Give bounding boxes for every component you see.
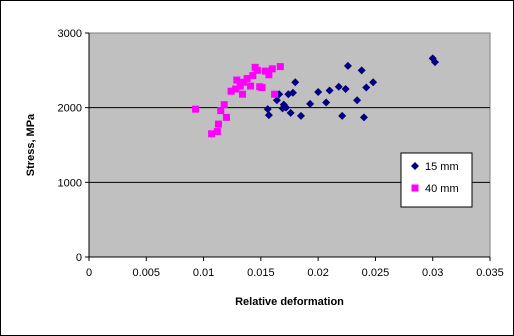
data-point [282, 103, 291, 112]
data-point [217, 107, 225, 115]
data-points [192, 54, 440, 138]
data-point [253, 66, 261, 74]
data-point [325, 86, 334, 95]
data-point [357, 66, 366, 75]
legend-label: 15 mm [425, 161, 459, 173]
data-point [247, 82, 255, 90]
data-point [334, 82, 343, 91]
data-point [214, 120, 222, 128]
legend-label: 40 mm [425, 183, 459, 195]
axes [85, 32, 491, 261]
x-tick-label: 0.025 [362, 267, 390, 279]
data-point [431, 58, 440, 67]
x-axis-title: Relative deformation [235, 296, 344, 308]
legend-marker [411, 184, 419, 192]
plot-area [88, 32, 491, 258]
x-tick-label: 0.015 [247, 267, 275, 279]
data-point [232, 85, 240, 93]
data-point [296, 111, 305, 120]
data-point [272, 96, 281, 105]
data-point [222, 113, 230, 121]
data-point [240, 78, 248, 86]
legend-box [400, 152, 473, 208]
x-tick-label: 0.02 [307, 267, 328, 279]
data-point [213, 128, 221, 136]
data-point [233, 76, 241, 84]
data-point [236, 82, 244, 90]
data-point [249, 72, 257, 80]
data-point [322, 98, 331, 107]
data-point [243, 75, 251, 83]
data-point [276, 63, 284, 71]
data-point [239, 90, 247, 98]
data-point [265, 71, 273, 79]
data-point [271, 90, 279, 98]
x-tick-label: 0.005 [133, 267, 161, 279]
data-point [343, 61, 352, 70]
data-point [359, 113, 368, 122]
data-point [264, 111, 273, 120]
data-point [306, 99, 315, 108]
series-0 [263, 54, 440, 122]
data-point [286, 108, 295, 117]
data-point [268, 65, 276, 73]
data-point [353, 96, 362, 105]
y-tick-label: 0 [76, 252, 82, 264]
legend-marker [411, 162, 419, 170]
data-point [338, 111, 347, 120]
data-point [288, 88, 297, 97]
y-tick-label: 3000 [58, 28, 82, 40]
data-point [192, 105, 200, 113]
data-point [227, 87, 235, 95]
x-tick-label: 0.01 [193, 267, 214, 279]
data-point [341, 85, 350, 93]
data-point [362, 83, 371, 92]
y-tick-label: 2000 [58, 103, 82, 115]
x-tick-label: 0.035 [476, 267, 504, 279]
data-point [220, 101, 228, 109]
data-point [314, 87, 323, 96]
data-point [263, 105, 272, 114]
data-point [261, 67, 269, 75]
data-point [258, 84, 266, 92]
data-point [291, 78, 300, 87]
series-1 [192, 63, 284, 138]
data-point [369, 78, 378, 87]
x-tick-label: 0 [86, 267, 92, 279]
data-point [208, 130, 216, 138]
y-axis-title: Stress, MPa [25, 113, 37, 176]
x-tick-label: 0.03 [422, 267, 443, 279]
legend: 15 mm 40 mm [400, 152, 473, 208]
y-tick-label: 1000 [58, 177, 82, 189]
tick-labels: 0 1000 2000 3000 0 0.005 0.01 0.015 0.02 0.025 0.0… [58, 28, 504, 279]
